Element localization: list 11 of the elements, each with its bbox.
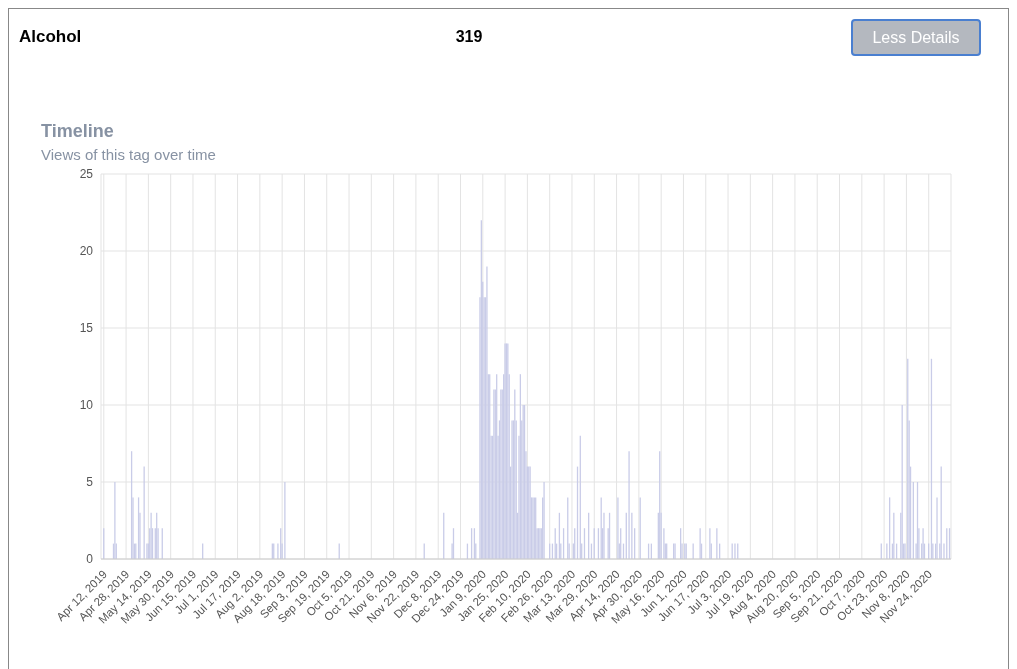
y-tick-label: 15	[79, 321, 94, 336]
y-tick-label: 5	[86, 475, 94, 490]
chart-subtitle: Views of this tag over time	[41, 146, 216, 163]
y-tick-label: 0	[86, 552, 94, 567]
text: 319	[455, 28, 483, 45]
y-tick-label: 10	[79, 398, 94, 413]
y-tick-label: 25	[79, 167, 94, 182]
y-tick-label: 20	[79, 244, 94, 259]
text: Less Details	[872, 28, 960, 47]
chart-title: Timeline	[41, 121, 114, 141]
text: Alcohol	[19, 27, 82, 46]
